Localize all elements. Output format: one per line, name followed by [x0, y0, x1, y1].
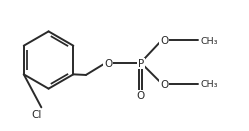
Text: O: O: [136, 91, 145, 101]
Text: Cl: Cl: [32, 110, 42, 120]
Text: O: O: [104, 59, 113, 69]
Text: O: O: [160, 36, 169, 46]
Text: O: O: [160, 80, 169, 90]
Text: P: P: [137, 59, 144, 69]
Text: CH₃: CH₃: [200, 80, 218, 89]
Text: CH₃: CH₃: [200, 37, 218, 46]
